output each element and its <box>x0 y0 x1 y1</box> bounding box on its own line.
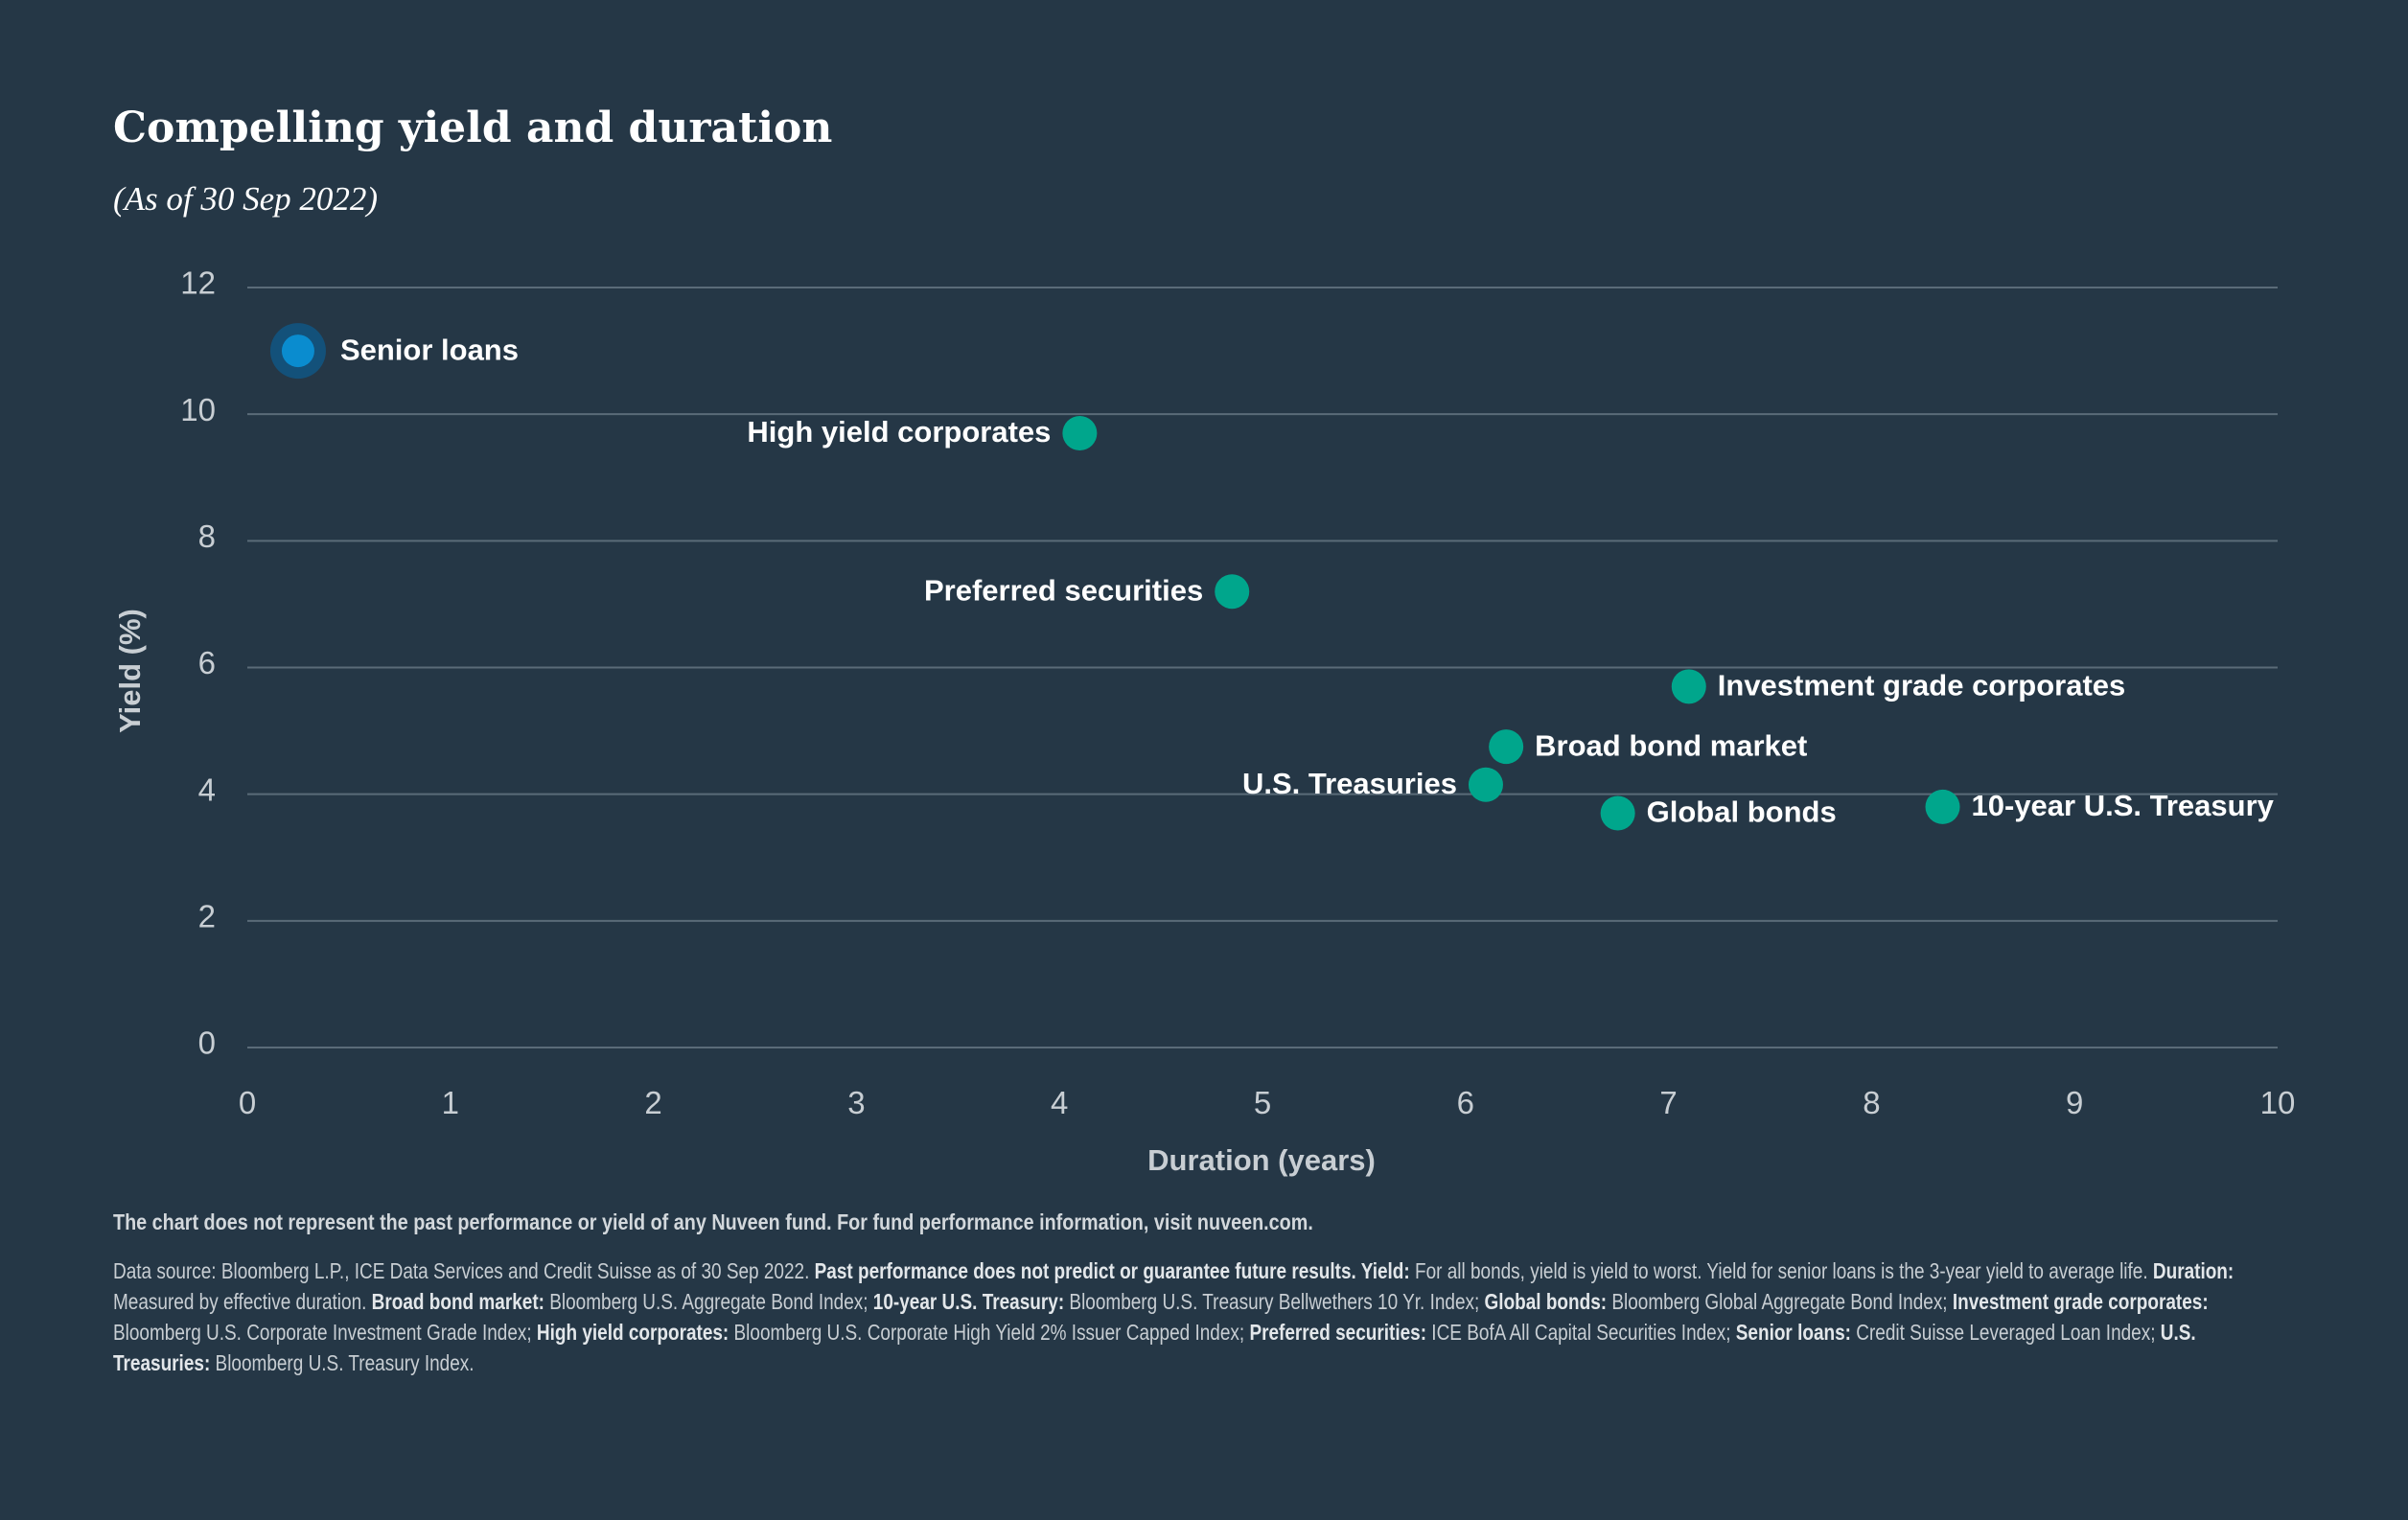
source-term: Preferred securities: <box>1249 1320 1427 1345</box>
source-text: For all bonds, yield is yield to worst. … <box>1409 1258 2153 1283</box>
source-term: Global bonds: <box>1484 1289 1608 1314</box>
source-text: Bloomberg U.S. Treasury Bellwethers 10 Y… <box>1064 1289 1485 1314</box>
source-term: Past performance does not predict or gua… <box>814 1258 1410 1283</box>
point-label: 10-year U.S. Treasury <box>1972 789 2275 822</box>
point-label: Investment grade corporates <box>1718 669 2126 702</box>
source-term: Broad bond market: <box>371 1289 544 1314</box>
x-tick-label: 7 <box>1659 1085 1677 1120</box>
data-point <box>1671 669 1706 704</box>
source-term: 10-year U.S. Treasury: <box>872 1289 1065 1314</box>
source-text: Bloomberg U.S. Corporate High Yield 2% I… <box>729 1320 1250 1345</box>
source-text: Measured by effective duration. <box>113 1289 372 1314</box>
data-source-note: Data source: Bloomberg L.P., ICE Data Se… <box>113 1255 2289 1378</box>
point-label: Broad bond market <box>1535 728 1807 762</box>
chart-title: Compelling yield and duration <box>113 104 833 152</box>
x-tick-label: 10 <box>2260 1085 2296 1120</box>
source-text: Bloomberg U.S. Aggregate Bond Index; <box>544 1289 873 1314</box>
point-labels: Senior loans High yield corporates Preferr… <box>340 333 2275 828</box>
x-tick-label: 2 <box>644 1085 661 1120</box>
y-tick-label: 6 <box>198 645 216 680</box>
gridlines <box>247 287 2278 1048</box>
source-term: U.S. Treasuries: <box>113 1320 2196 1375</box>
y-tick-label: 2 <box>198 899 216 934</box>
point-label: Senior loans <box>340 333 519 366</box>
data-point <box>1600 795 1635 831</box>
x-tick-label: 1 <box>442 1085 459 1120</box>
x-axis-title: Duration (years) <box>1147 1143 1376 1177</box>
point-label: U.S. Treasuries <box>1242 767 1457 800</box>
x-tick-label: 3 <box>847 1085 865 1120</box>
y-tick-label: 8 <box>198 518 216 554</box>
source-text: Bloomberg U.S. Corporate Investment Grad… <box>113 1320 537 1345</box>
point-label: Global bonds <box>1647 795 1837 829</box>
x-tick-label: 4 <box>1051 1085 1068 1120</box>
y-axis-title: Yield (%) <box>113 609 147 733</box>
data-points <box>269 323 1960 831</box>
source-term: Senior loans: <box>1735 1320 1851 1345</box>
source-text: Bloomberg U.S. Treasury Index. <box>210 1350 475 1375</box>
data-point <box>1468 767 1503 802</box>
source-text: Credit Suisse Leveraged Loan Index; <box>1850 1320 2161 1345</box>
source-term: Duration: <box>2152 1258 2234 1283</box>
data-point <box>1215 574 1250 610</box>
source-term: High yield corporates: <box>536 1320 729 1345</box>
point-label: High yield corporates <box>747 415 1051 449</box>
data-point <box>1925 789 1960 824</box>
chart-subtitle: (As of 30 Sep 2022) <box>113 180 379 218</box>
source-text: Data source: Bloomberg L.P., ICE Data Se… <box>113 1258 815 1283</box>
x-tick-label: 9 <box>2066 1085 2083 1120</box>
x-tick-label: 8 <box>1863 1085 1880 1120</box>
x-tick-label: 5 <box>1254 1085 1271 1120</box>
point-label: Preferred securities <box>924 573 1203 607</box>
x-tick-label: 0 <box>239 1085 256 1120</box>
y-axis-ticks: 0 2 4 6 8 10 12 <box>180 265 216 1061</box>
y-tick-label: 0 <box>198 1025 216 1061</box>
y-tick-label: 12 <box>180 265 216 301</box>
data-point <box>1489 729 1524 765</box>
x-axis-ticks: 0 1 2 3 4 5 6 7 8 9 10 <box>239 1085 2296 1120</box>
y-tick-label: 10 <box>180 392 216 427</box>
data-point <box>281 334 314 368</box>
y-tick-label: 4 <box>198 772 216 807</box>
source-term: Investment grade corporates: <box>1952 1289 2209 1314</box>
source-text: ICE BofA All Capital Securities Index; <box>1426 1320 1736 1345</box>
source-text: Bloomberg Global Aggregate Bond Index; <box>1607 1289 1953 1314</box>
data-point <box>1062 415 1098 450</box>
x-tick-label: 6 <box>1457 1085 1474 1120</box>
performance-disclaimer: The chart does not represent the past pe… <box>113 1209 1313 1234</box>
